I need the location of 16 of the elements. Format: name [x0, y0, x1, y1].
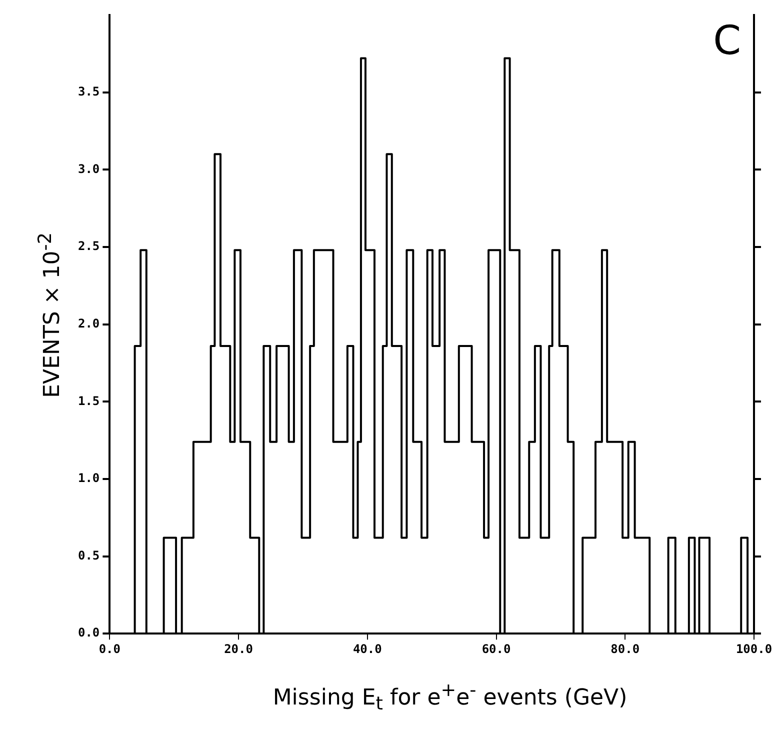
y-tick-label: 2.0	[78, 316, 100, 330]
annotation: C	[713, 18, 741, 64]
x-tick-label: 80.0	[610, 642, 640, 656]
x-axis-title: Missing E$_{t}$ for e$^{+}$e$^{-}$ events (GeV)	[272, 680, 628, 715]
y-tick-label: 3.0	[78, 162, 100, 176]
x-tick-label: 40.0	[352, 642, 382, 656]
x-tick-label: 60.0	[482, 642, 511, 656]
y-tick-label: 0.0	[78, 626, 100, 640]
y-tick-label: 2.5	[78, 239, 100, 254]
y-tick-label: 0.5	[78, 548, 100, 562]
x-tick-label: 100.0	[736, 642, 772, 656]
y-tick-label: 1.0	[78, 471, 100, 486]
x-tick-label: 0.0	[98, 642, 121, 656]
x-tick-label: 20.0	[224, 642, 253, 656]
y-tick-label: 1.5	[78, 394, 100, 408]
y-tick-label: 3.5	[78, 84, 100, 98]
